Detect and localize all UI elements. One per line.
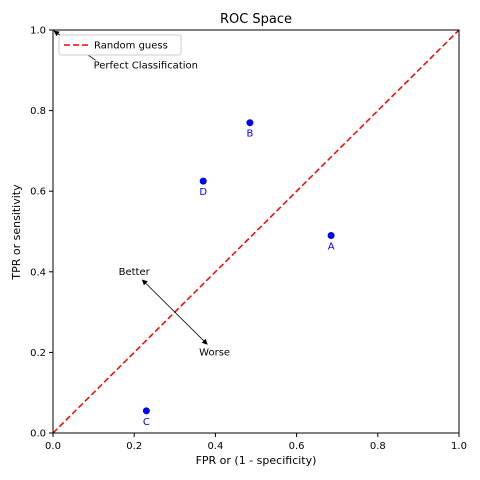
data-point-label: C <box>143 417 150 428</box>
perfect-classification-annotation: Perfect Classification <box>94 60 198 71</box>
data-point <box>142 407 150 415</box>
legend-box <box>58 34 182 56</box>
y-tick-label: 1.0 <box>30 26 46 37</box>
y-tick-label: 0.0 <box>30 429 46 440</box>
legend-label-random-guess: Random guess <box>94 41 168 52</box>
y-tick-label: 0.6 <box>30 187 46 198</box>
y-axis-label: TPR or sensitivity <box>10 184 23 281</box>
x-axis-label: FPR or (1 - specificity) <box>196 454 317 467</box>
data-point <box>246 119 254 127</box>
x-tick-label: 0.6 <box>289 441 305 452</box>
random-guess-line <box>52 29 460 434</box>
x-tick-label: 0.8 <box>370 441 386 452</box>
axes-frame <box>52 29 460 434</box>
data-point <box>327 232 335 240</box>
x-tick-label: 0.0 <box>45 441 61 452</box>
better-annotation: Better <box>119 267 151 278</box>
y-tick-label: 0.2 <box>30 348 46 359</box>
data-point-label: A <box>328 242 335 253</box>
y-tick-label: 0.8 <box>30 106 46 117</box>
x-tick-label: 0.4 <box>207 441 223 452</box>
y-tick-label: 0.4 <box>30 267 46 278</box>
data-point <box>199 177 207 185</box>
x-tick-label: 1.0 <box>451 441 467 452</box>
worse-annotation: Worse <box>199 347 230 358</box>
data-point-label: D <box>199 187 207 198</box>
plot-area: 0.0 0.2 0.4 0.6 0.8 1.0 0.0 0.2 0.4 0.6 0.8 1.0 A B C D… <box>30 26 467 453</box>
x-tick-label: 0.2 <box>126 441 142 452</box>
chart-title: ROC Space <box>220 12 292 27</box>
data-point-label: B <box>246 129 253 140</box>
better-worse-arrow <box>141 279 208 345</box>
